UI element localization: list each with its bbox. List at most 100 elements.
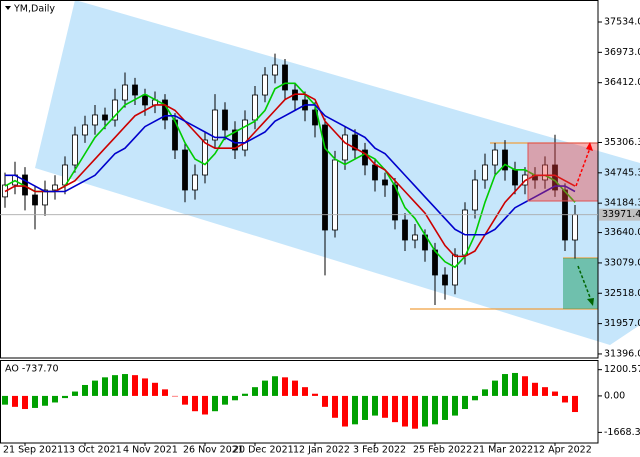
down-arrow [577,265,592,301]
ao-bar [482,389,488,396]
ao-label: AO -737.70 [5,364,59,375]
candle-body [192,174,198,191]
ao-bar [132,375,138,396]
ao-bar [232,395,238,401]
price-frame [0,0,599,359]
candle-body [262,74,268,96]
ao-tick-label: 0.00 [604,390,625,401]
candle-body [182,149,188,191]
ao-bar [182,395,188,405]
candle-body [242,119,248,151]
y-tick-label: 33640.0 [604,227,640,238]
ao-bar [572,395,578,413]
sell-zone [527,142,599,202]
ao-bar [322,395,328,407]
ao-bar [272,376,278,396]
candle-body [212,109,218,141]
ao-bar [242,393,248,396]
y-tick-label: 37534.0 [604,17,640,28]
ao-bar [312,393,318,396]
ao-bar [332,395,338,418]
candle-body [492,149,498,166]
ao-bar [252,387,258,396]
ao-bar [162,389,168,396]
ao-bar [142,378,148,396]
candle-body [102,114,108,121]
x-tick-label: 3 Feb 2022 [353,445,406,456]
x-tick-label: 20 Dec 2021 [233,445,294,456]
ao-bar [62,395,68,399]
ao-bar [552,391,558,396]
ao-bar [22,395,28,410]
candle-body [402,219,408,241]
ao-bar [262,380,268,396]
y-tick-label: 31396.0 [604,348,640,359]
ao-bar [2,395,8,405]
candle-body [472,179,478,211]
ao-bar [72,391,78,396]
x-tick-label: 21 Sep 2021 [3,445,63,456]
ao-bar [442,395,448,420]
ao-bar [192,395,198,412]
x-tick-label: 13 Oct 2021 [63,445,122,456]
chart-title: YM,Daily [13,4,55,15]
ao-bar [172,395,178,397]
ao-bar [422,395,428,427]
current-price-label: 33971.4 [602,209,640,220]
price-panel [2,53,578,306]
moving-average [5,104,576,236]
up-arrow [575,147,591,187]
ao-bar [12,395,18,407]
ao-bar [152,382,158,396]
candle-body [322,124,328,231]
ao-bar [282,377,288,396]
ao-bar [112,375,118,396]
ao-bar [382,395,388,418]
candle-body [202,139,208,176]
candle-body [82,124,88,136]
ao-bar [452,395,458,416]
candle-body [142,94,148,106]
x-tick-label: 12 Apr 2022 [533,445,592,456]
candle-body [122,84,128,101]
candle-body [222,109,228,131]
ao-bar [402,395,408,427]
candle-body [412,234,418,241]
ao-bar [202,395,208,415]
candle-body [572,214,578,241]
title-icon [5,6,11,10]
ao-tick-label: -1668.36 [604,427,640,438]
candle-body [502,149,508,171]
ao-bar [42,395,48,406]
y-tick-label: 32518.0 [604,288,640,299]
candle-body [42,189,48,206]
y-tick-label: 35306.3 [604,137,640,148]
candle-body [52,184,58,191]
x-tick-label: 12 Jan 2022 [293,445,350,456]
candle-body [452,254,458,286]
moving-average [4,93,576,258]
y-tick-label: 34184.3 [604,198,640,209]
candle-body [112,99,118,121]
y-tick-label: 36973.0 [604,47,640,58]
ao-bar [342,395,348,427]
ao-bar [222,395,228,405]
ao-bar [362,395,368,420]
ao-bar [32,395,38,408]
candle-body [462,209,468,256]
x-tick-label: 21 Mar 2022 [473,445,533,456]
moving-average [4,82,576,269]
candle-body [272,64,278,76]
ao-bar [432,395,438,425]
candle-body [342,134,348,161]
ao-bar [392,395,398,423]
candle-body [282,64,288,91]
candle-body [232,129,238,151]
ao-bar [82,384,88,396]
candle-body [252,94,258,121]
ao-tick-label: 1200.57 [604,364,640,375]
y-tick-label: 34745.3 [604,167,640,178]
current-price-box [599,208,640,221]
ao-bar [492,380,498,396]
